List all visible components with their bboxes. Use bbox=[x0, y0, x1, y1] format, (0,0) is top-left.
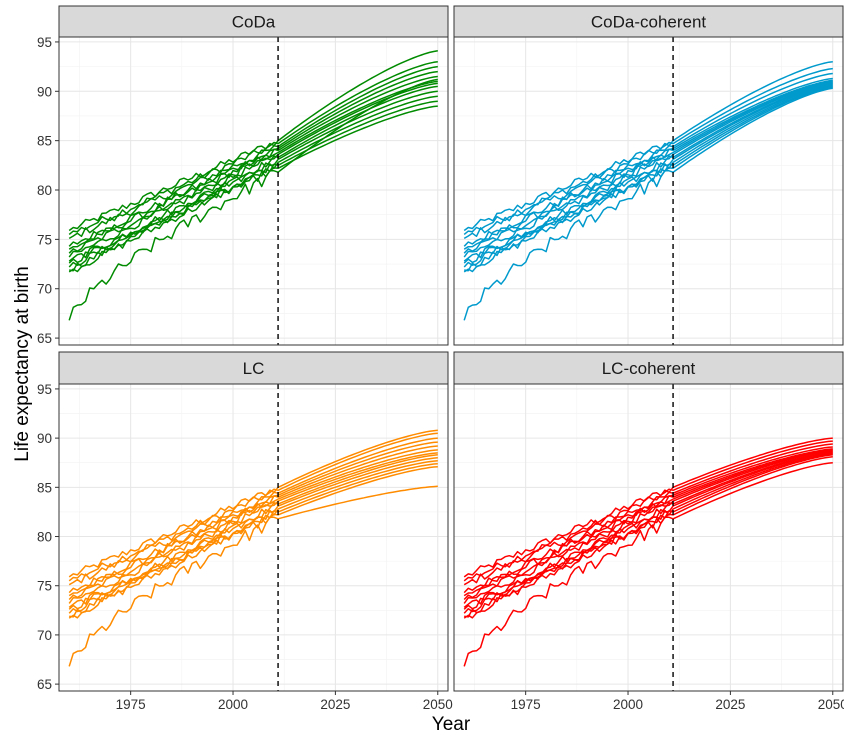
series-line bbox=[463, 81, 833, 258]
series-line bbox=[463, 448, 833, 597]
series-line bbox=[68, 452, 438, 604]
x-axis-title: Year bbox=[432, 714, 471, 735]
series-line bbox=[463, 461, 833, 667]
plot-background bbox=[454, 384, 843, 691]
facet-strip-label: LC bbox=[243, 359, 265, 378]
y-tick-label: 95 bbox=[37, 35, 52, 50]
panel-border bbox=[58, 36, 449, 346]
y-tick-label: 90 bbox=[37, 84, 52, 99]
y-tick-label: 70 bbox=[37, 282, 52, 297]
y-tick-label: 80 bbox=[37, 183, 52, 198]
series-line bbox=[68, 485, 438, 667]
series-line bbox=[68, 105, 438, 262]
series-line bbox=[68, 100, 438, 273]
series-line bbox=[463, 456, 833, 608]
plot-background bbox=[59, 384, 448, 691]
series-line bbox=[68, 82, 438, 258]
series-line bbox=[463, 85, 833, 273]
y-tick-label: 80 bbox=[37, 530, 52, 545]
panel-coda-coherent: CoDa-coherent bbox=[453, 5, 844, 346]
x-tick-label: 2000 bbox=[218, 697, 248, 712]
panel-border bbox=[58, 383, 449, 692]
series-line bbox=[68, 441, 438, 594]
facet-strip bbox=[58, 5, 449, 38]
y-tick-label: 65 bbox=[37, 677, 52, 692]
y-axis-title: Life expectancy at birth bbox=[12, 266, 33, 461]
series-line bbox=[68, 432, 438, 582]
series-line bbox=[463, 79, 833, 250]
plot-background bbox=[454, 37, 843, 345]
series-line bbox=[68, 465, 438, 608]
x-tick-label: 2025 bbox=[715, 697, 745, 712]
series-line bbox=[68, 78, 438, 321]
series-line bbox=[463, 454, 833, 619]
panel-lc-coherent: LC-coherent 1975 2000 2025 2050 bbox=[453, 351, 844, 712]
series-line bbox=[463, 86, 833, 262]
y-tick-label: 65 bbox=[37, 331, 52, 346]
panel-coda: CoDa 65 70 75 80 85 90 95 bbox=[37, 5, 449, 346]
y-tick-label: 90 bbox=[37, 431, 52, 446]
series-line bbox=[68, 445, 438, 597]
panel-lc: LC 65 70 75 80 85 90 95 1975 2000 2025 2050 bbox=[37, 351, 453, 712]
plot-background bbox=[59, 37, 448, 345]
series-line bbox=[463, 77, 833, 247]
y-tick-label: 75 bbox=[37, 232, 52, 247]
y-tick-label: 70 bbox=[37, 628, 52, 643]
x-tick-label: 2025 bbox=[320, 697, 350, 712]
x-tick-label: 1975 bbox=[511, 697, 541, 712]
series-line bbox=[463, 440, 833, 582]
y-tick-label: 85 bbox=[37, 480, 52, 495]
y-tick-label: 85 bbox=[37, 134, 52, 149]
facet-strip-label: CoDa-coherent bbox=[591, 13, 707, 32]
series-line bbox=[68, 462, 438, 619]
panel-border bbox=[453, 383, 844, 692]
series-line bbox=[463, 87, 833, 321]
facet-strip-label: CoDa bbox=[232, 13, 276, 32]
x-tick-label: 1975 bbox=[116, 697, 146, 712]
series-line bbox=[68, 70, 438, 247]
x-tick-label: 2050 bbox=[818, 697, 844, 712]
series-line bbox=[463, 450, 833, 604]
series-line bbox=[68, 60, 438, 235]
series-line bbox=[463, 67, 833, 235]
facet-strip-label: LC-coherent bbox=[602, 359, 696, 378]
facet-strip bbox=[58, 351, 449, 385]
x-tick-label: 2050 bbox=[423, 697, 453, 712]
series-line bbox=[463, 446, 833, 594]
x-tick-label: 2000 bbox=[613, 697, 643, 712]
panel-border bbox=[453, 36, 844, 346]
y-tick-label: 95 bbox=[37, 382, 52, 397]
facet-strip bbox=[453, 351, 844, 385]
facet-strip bbox=[453, 5, 844, 38]
series-line bbox=[68, 75, 438, 250]
y-tick-label: 75 bbox=[37, 579, 52, 594]
